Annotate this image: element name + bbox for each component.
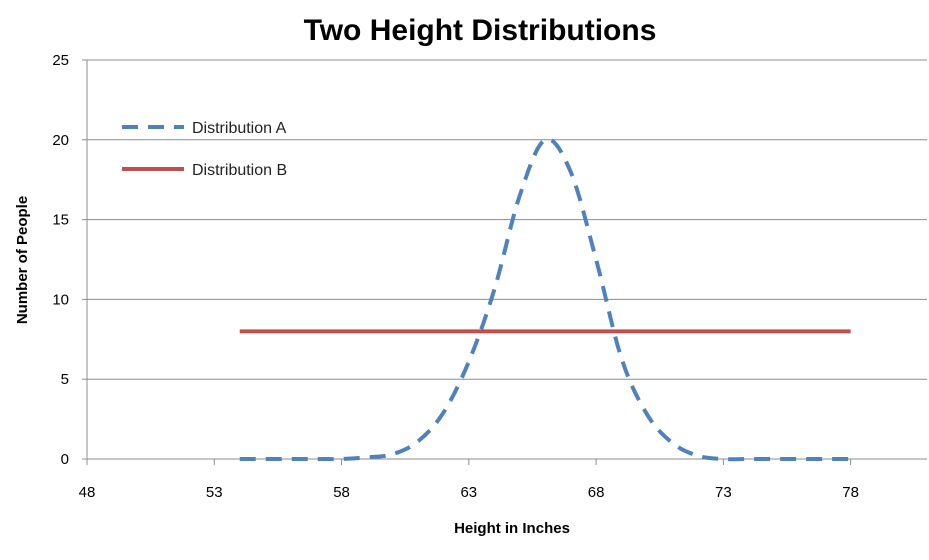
series-lines — [239, 137, 851, 462]
y-tick-label: 25 — [52, 52, 69, 69]
x-axis-title: Height in Inches — [454, 520, 570, 537]
y-tick-label: 20 — [52, 132, 69, 149]
legend-label-distribution-a: Distribution A — [192, 120, 287, 137]
legend: Distribution A Distribution B — [122, 120, 287, 179]
x-tick-label: 68 — [588, 484, 605, 501]
y-axis-title: Number of People — [14, 196, 31, 324]
y-tick-label: 15 — [52, 212, 69, 229]
y-tick-label: 0 — [61, 451, 69, 468]
tick-labels: 0 5 10 15 20 25 48 53 58 63 68 73 78 — [52, 52, 859, 501]
gridlines — [87, 59, 927, 380]
legend-label-distribution-b: Distribution B — [192, 162, 287, 179]
x-tick-label: 63 — [460, 484, 477, 501]
chart-title: Two Height Distributions — [304, 14, 657, 47]
x-tick-label: 48 — [79, 484, 96, 501]
x-tick-label: 53 — [206, 484, 223, 501]
x-tick-label: 78 — [842, 484, 859, 501]
x-tick-label: 73 — [715, 484, 732, 501]
y-tick-label: 5 — [61, 371, 69, 388]
y-tick-label: 10 — [52, 291, 69, 308]
x-tick-label: 58 — [333, 484, 350, 501]
